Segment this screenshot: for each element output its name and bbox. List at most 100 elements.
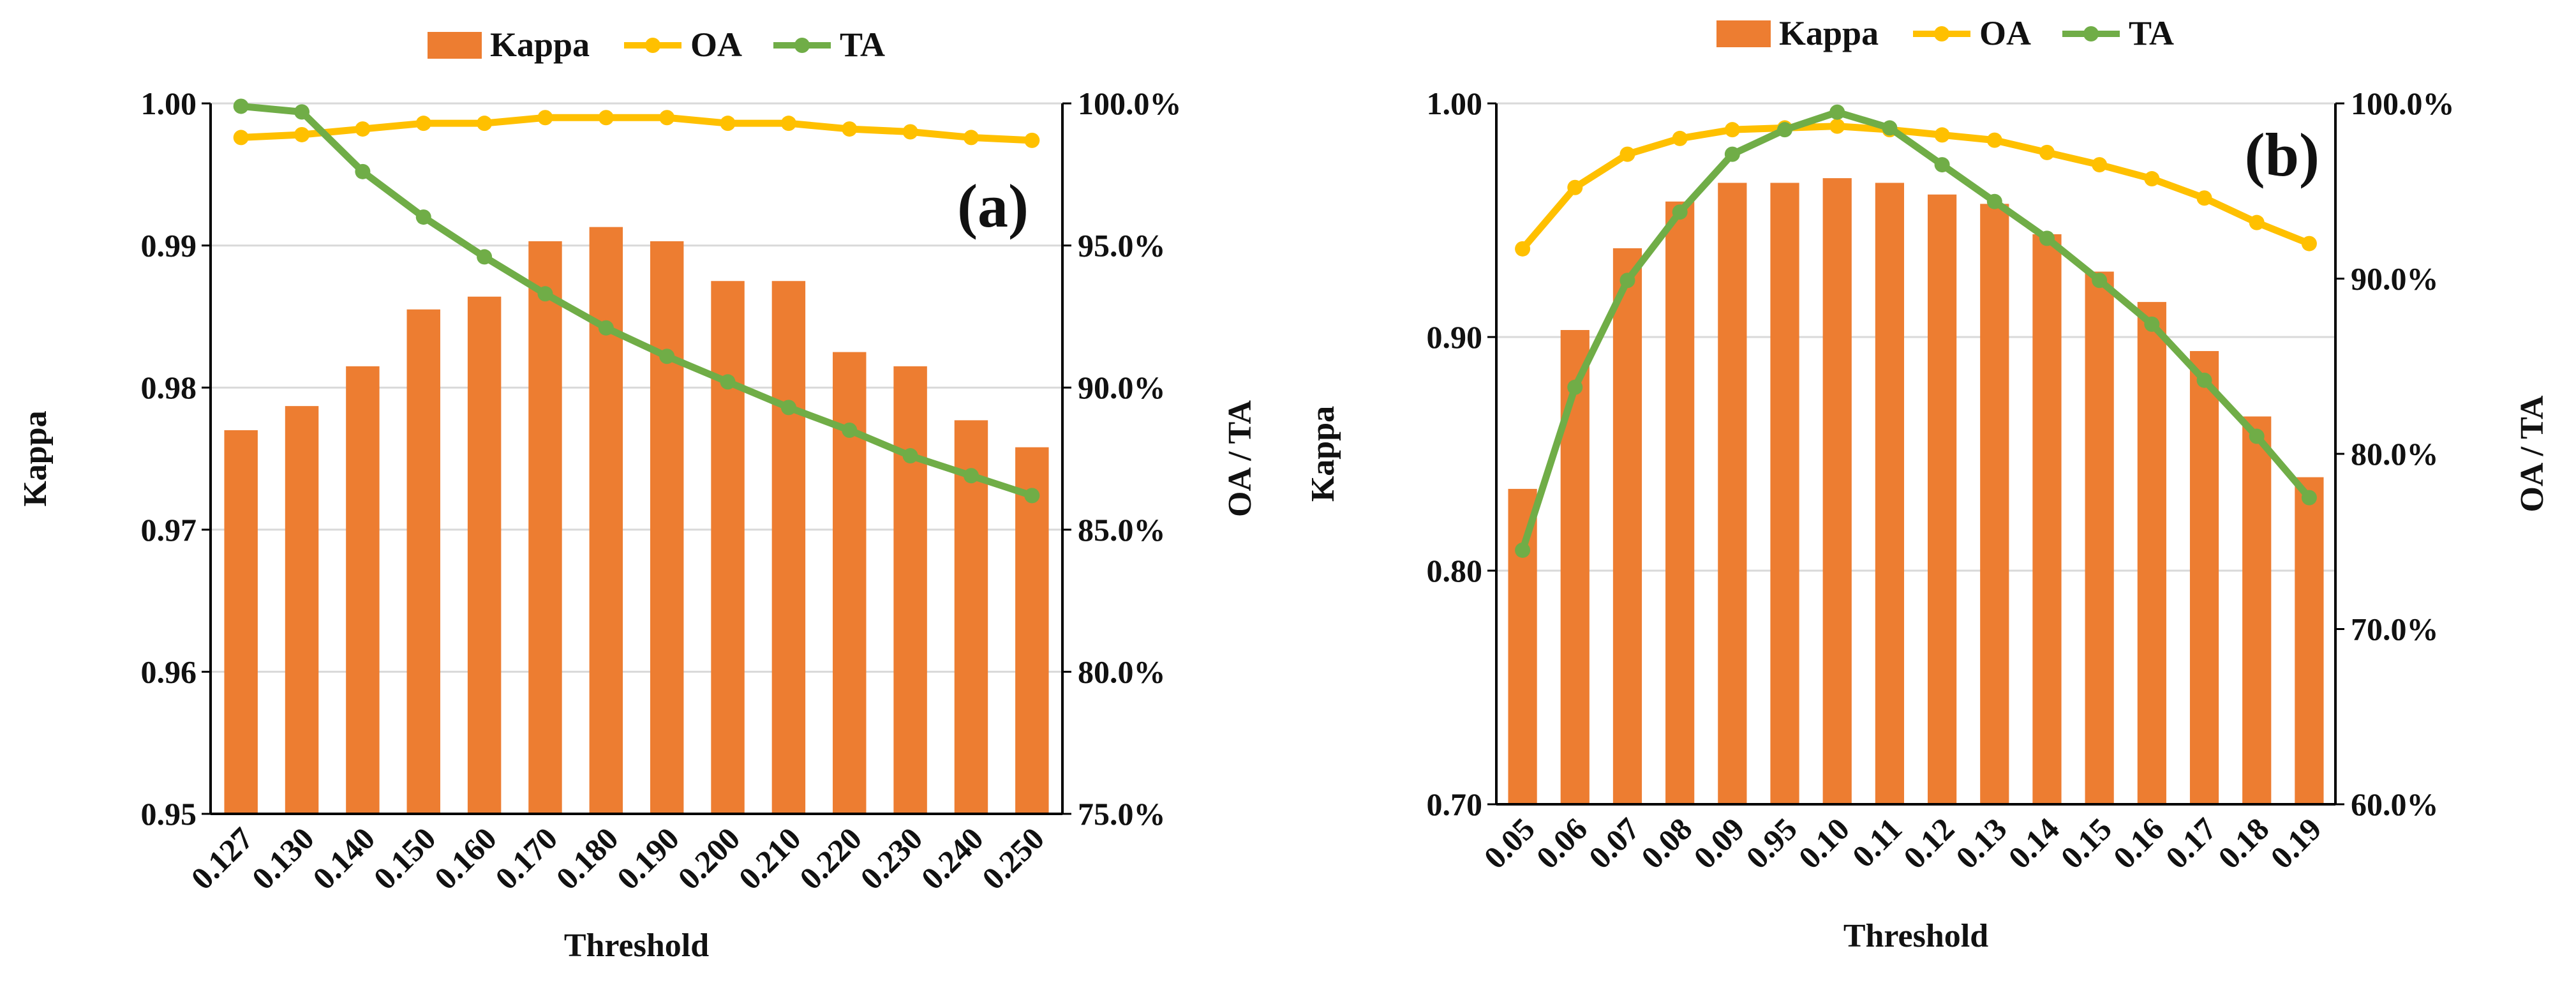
y-tick-label: 0.97: [141, 512, 197, 548]
chart-panel-b: 0.70 0.80 0.90 1.00 60.0% 70.0% 80.0% 90.0% 100.…: [1305, 14, 2550, 954]
kappa-bar: [1718, 183, 1747, 804]
oa-point: [1829, 118, 1845, 134]
oa-point: [2249, 214, 2265, 230]
x-tick-label: 0.09: [1686, 811, 1751, 875]
x-tick-label: 0.11: [1845, 811, 1909, 874]
ta-point: [1934, 157, 1950, 173]
y2-axis-title: OA / TA: [2514, 395, 2550, 512]
chart-panel-a: 0.95 0.96 0.97 0.98 0.99 1.00 75.0% 80.0% 85.0% 9…: [17, 26, 1258, 964]
x-tick-label: 0.160: [428, 820, 503, 896]
oa-point: [2144, 171, 2160, 187]
x-tick-label: 0.220: [793, 820, 868, 896]
y-tick-label: 1.00: [1427, 86, 1483, 121]
x-tick-label: 0.230: [853, 820, 929, 896]
ta-point: [294, 104, 310, 120]
kappa-bar: [1770, 183, 1799, 804]
y2-tick-label: 70.0%: [2351, 612, 2439, 647]
y2-tick-label: 100.0%: [1078, 86, 1182, 121]
kappa-bar: [711, 281, 745, 814]
y-tick-label: 0.95: [141, 796, 197, 832]
kappa-bar: [833, 352, 867, 814]
ta-point: [477, 249, 493, 265]
y2-tick-label: 80.0%: [1078, 654, 1166, 689]
legend-label: OA: [690, 26, 742, 64]
y2-tick-label: 75.0%: [1078, 796, 1166, 832]
x-tick-label: 0.190: [610, 820, 686, 896]
kappa-bar: [285, 406, 319, 814]
legend-label: OA: [1979, 14, 2031, 52]
legend-label: Kappa: [490, 26, 590, 64]
x-tick-label: 0.05: [1477, 811, 1541, 875]
ta-point: [963, 468, 979, 484]
y-tick-label: 0.98: [141, 370, 197, 405]
ta-point: [1724, 146, 1740, 162]
ta-line: [241, 102, 1034, 499]
y2-tick-label: 85.0%: [1078, 512, 1166, 548]
x-tick-label: 0.15: [2053, 811, 2118, 875]
legend-swatch-kappa: [1716, 20, 1771, 47]
kappa-bar: [467, 296, 502, 814]
ta-point: [598, 320, 614, 336]
x-tick-label: 0.130: [245, 820, 321, 896]
x-tick-label: 0.140: [306, 820, 382, 896]
ta-point: [1672, 204, 1688, 220]
ta-point: [1986, 193, 2002, 209]
y2-tick-label: 100.0%: [2351, 86, 2455, 121]
ta-point: [2301, 490, 2317, 506]
x-tick-label: 0.127: [184, 820, 260, 896]
kappa-bar: [1015, 447, 1049, 814]
oa-point: [415, 116, 431, 131]
oa-point: [902, 124, 918, 140]
y2-tick-label: 60.0%: [2351, 786, 2439, 822]
x-axis-title: Threshold: [1843, 918, 1988, 954]
oa-point: [1672, 130, 1688, 146]
kappa-bar: [954, 420, 988, 814]
y-tick-label: 0.70: [1427, 786, 1483, 822]
oa-point: [2301, 236, 2317, 251]
kappa-bar: [771, 281, 806, 814]
x-tick-label: 0.13: [1949, 811, 2013, 875]
y-tick-label: 0.96: [141, 654, 197, 689]
oa-point: [537, 110, 553, 126]
kappa-bar: [650, 241, 684, 814]
ta-point: [1829, 104, 1845, 120]
y2-tick-label: 95.0%: [1078, 228, 1166, 264]
ta-point: [2196, 372, 2212, 388]
x-tick-label: 0.250: [975, 820, 1051, 896]
legend-swatch-kappa: [428, 32, 482, 59]
y-tick-label: 0.99: [141, 228, 197, 264]
oa-point: [1724, 122, 1740, 138]
x-tick-label: 0.200: [671, 820, 747, 896]
oa-point: [598, 110, 614, 126]
ta-point: [415, 209, 431, 225]
ta-point: [537, 286, 553, 302]
oa-point: [294, 126, 310, 142]
ta-point: [2092, 273, 2108, 289]
kappa-bar: [406, 309, 440, 814]
x-tick-label: 0.210: [732, 820, 808, 896]
y-tick-label: 0.80: [1427, 553, 1483, 589]
kappa-bar: [2189, 350, 2219, 804]
y-tick-label: 1.00: [141, 86, 197, 121]
x-tick-label: 0.18: [2211, 811, 2275, 875]
ta-point: [1515, 542, 1531, 558]
oa-point: [2092, 157, 2108, 173]
ta-point: [1567, 379, 1583, 395]
x-tick-label: 0.08: [1634, 811, 1699, 875]
oa-point: [842, 121, 858, 137]
kappa-bar: [1508, 488, 1537, 804]
oa-point: [1986, 132, 2002, 148]
legend-label: Kappa: [1779, 14, 1879, 52]
x-tick-label: 0.07: [1582, 811, 1646, 875]
panel-label: (a): [957, 172, 1029, 240]
ta-point: [1619, 273, 1635, 289]
ta-point: [2144, 316, 2160, 332]
oa-point: [233, 130, 249, 146]
kappa-bar: [893, 366, 927, 814]
oa-point: [780, 116, 796, 131]
x-tick-label: 0.10: [1792, 811, 1856, 875]
oa-point: [963, 130, 979, 146]
y-axis-title: Kappa: [1305, 406, 1341, 502]
x-tick-label: 0.95: [1739, 811, 1803, 875]
ta-point: [902, 448, 918, 464]
